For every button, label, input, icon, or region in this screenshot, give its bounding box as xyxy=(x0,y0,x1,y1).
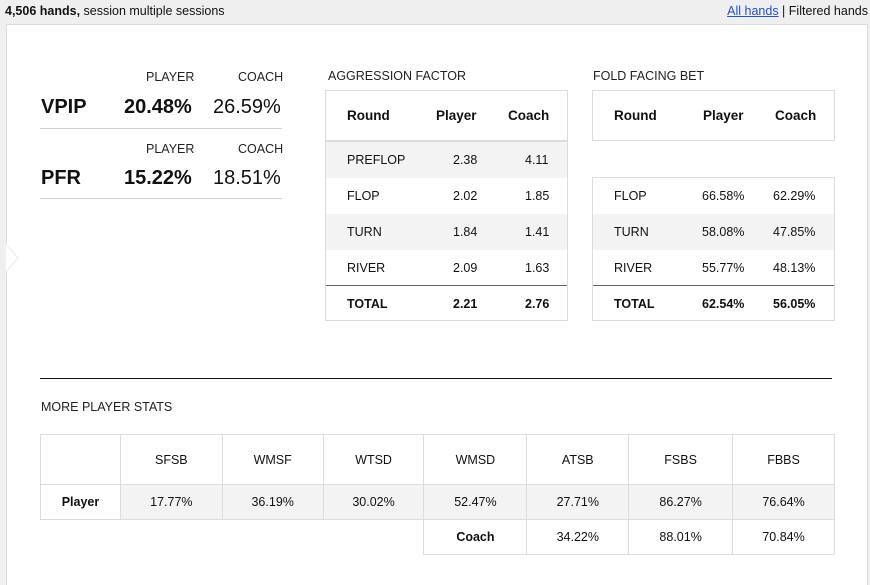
coach-stat-cell: 88.01% xyxy=(628,519,734,555)
aggression-header: Round Player Coach xyxy=(325,90,568,141)
fold-facing-bet-header: Round Player Coach xyxy=(592,90,835,141)
fold-facing-bet-title: FOLD FACING BET xyxy=(593,69,705,83)
player-stat-cell: 76.64% xyxy=(732,484,835,520)
column-header: FBBS xyxy=(732,434,835,485)
session-label: session multiple sessions xyxy=(80,4,225,18)
coach-cell: 2.76 xyxy=(525,297,550,311)
table-row: RIVER 55.77% 48.13% xyxy=(593,250,834,286)
column-header: SFSB xyxy=(119,434,223,485)
coach-stat-cell: 34.22% xyxy=(526,519,630,555)
section-divider xyxy=(40,378,832,379)
hand-count: 4,506 hands, xyxy=(5,4,81,18)
aggression-round-header: Round xyxy=(347,108,390,123)
pfr-label: PFR xyxy=(41,167,81,189)
ffb-coach-header: Coach xyxy=(775,108,817,123)
column-header: WTSD xyxy=(322,434,425,485)
total-row: TOTAL 62.54% 56.05% xyxy=(593,285,834,322)
round-cell: PREFLOP xyxy=(347,153,406,167)
round-cell: TURN xyxy=(614,225,649,239)
pfr-player-header: PLAYER xyxy=(146,142,195,156)
all-hands-link[interactable]: All hands xyxy=(727,4,779,18)
vpip-coach-header: COACH xyxy=(238,70,284,84)
filter-separator: | xyxy=(778,4,789,18)
aggression-title: AGGRESSION FACTOR xyxy=(328,69,466,83)
coach-cell: 47.85% xyxy=(773,225,816,239)
total-row: TOTAL 2.21 2.76 xyxy=(326,285,567,322)
round-cell: RIVER xyxy=(347,261,386,275)
column-header: WMSD xyxy=(423,434,528,485)
round-cell: RIVER xyxy=(614,261,653,275)
coach-cell: 56.05% xyxy=(773,297,816,311)
vpip-coach-value: 26.59% xyxy=(213,96,281,118)
ffb-round-header: Round xyxy=(614,108,657,123)
coach-cell: 48.13% xyxy=(773,261,816,275)
pfr-player-value: 15.22% xyxy=(124,167,192,189)
column-header: ATSB xyxy=(526,434,630,485)
player-row-label: Player xyxy=(40,484,121,520)
coach-row-label: Coach xyxy=(423,519,528,555)
vpip-label: VPIP xyxy=(41,96,87,118)
player-stat-cell: 30.02% xyxy=(322,484,425,520)
player-row: Player 17.77% 36.19% 30.02% 52.47% 27.71… xyxy=(40,484,835,520)
more-stats-title: MORE PLAYER STATS xyxy=(41,400,173,414)
coach-cell: 1.85 xyxy=(525,189,550,203)
coach-cell: 62.29% xyxy=(773,189,816,203)
player-stat-cell: 17.77% xyxy=(119,484,223,520)
table-row: FLOP 66.58% 62.29% xyxy=(593,178,834,214)
stats-panel: PLAYER COACH VPIP 20.48% 26.59% PLAYER C… xyxy=(6,24,868,585)
table-row: FLOP 2.02 1.85 xyxy=(326,178,567,214)
round-cell: TOTAL xyxy=(347,297,388,311)
player-stat-cell: 86.27% xyxy=(628,484,734,520)
coach-cell: 4.11 xyxy=(525,153,549,167)
player-cell: 1.84 xyxy=(453,225,478,239)
player-cell: 2.38 xyxy=(453,153,478,167)
player-stat-cell: 27.71% xyxy=(526,484,630,520)
ffb-player-header: Player xyxy=(703,108,744,123)
column-header: FSBS xyxy=(628,434,734,485)
player-cell: 2.09 xyxy=(453,261,478,275)
player-stat-cell: 52.47% xyxy=(423,484,528,520)
column-header: WMSF xyxy=(221,434,324,485)
coach-cell: 1.63 xyxy=(525,261,550,275)
player-cell: 58.08% xyxy=(702,225,745,239)
vpip-player-value: 20.48% xyxy=(124,96,192,118)
player-cell: 2.21 xyxy=(453,297,478,311)
table-row: TURN 1.84 1.41 xyxy=(326,214,567,250)
round-cell: FLOP xyxy=(347,189,380,203)
filtered-hands-label: Filtered hands xyxy=(788,4,868,18)
coach-stat-cell: 70.84% xyxy=(732,519,835,555)
corner-cell xyxy=(40,434,121,485)
session-summary: 4,506 hands, session multiple sessions xyxy=(5,0,225,22)
player-stat-cell: 36.19% xyxy=(221,484,324,520)
coach-row: Coach 34.22% 88.01% 70.84% xyxy=(40,519,835,555)
player-cell: 66.58% xyxy=(702,189,745,203)
round-cell: TOTAL xyxy=(614,297,655,311)
table-row: PREFLOP 2.38 4.11 xyxy=(326,142,567,178)
top-bar: 4,506 hands, session multiple sessions A… xyxy=(0,0,870,24)
hand-filter: All hands | Filtered hands xyxy=(727,0,868,22)
round-cell: TURN xyxy=(347,225,382,239)
aggression-player-header: Player xyxy=(436,108,477,123)
pfr-underline xyxy=(40,198,282,199)
player-cell: 62.54% xyxy=(702,297,745,311)
empty-cell xyxy=(40,519,424,555)
coach-cell: 1.41 xyxy=(525,225,550,239)
pfr-coach-value: 18.51% xyxy=(213,167,281,189)
aggression-coach-header: Coach xyxy=(508,108,550,123)
aggression-table: PREFLOP 2.38 4.11 FLOP 2.02 1.85 TURN 1.… xyxy=(325,141,568,321)
round-cell: FLOP xyxy=(614,189,647,203)
table-row: RIVER 2.09 1.63 xyxy=(326,250,567,286)
more-stats-table: SFSB WMSF WTSD WMSD ATSB FSBS FBBS Playe… xyxy=(40,434,835,555)
vpip-player-header: PLAYER xyxy=(146,70,195,84)
table-row: TURN 58.08% 47.85% xyxy=(593,214,834,250)
vpip-underline xyxy=(40,128,282,129)
player-cell: 2.02 xyxy=(453,189,478,203)
fold-facing-bet-table: FLOP 66.58% 62.29% TURN 58.08% 47.85% RI… xyxy=(592,177,835,321)
pfr-coach-header: COACH xyxy=(238,142,284,156)
player-cell: 55.77% xyxy=(702,261,745,275)
header-row: SFSB WMSF WTSD WMSD ATSB FSBS FBBS xyxy=(40,434,835,485)
